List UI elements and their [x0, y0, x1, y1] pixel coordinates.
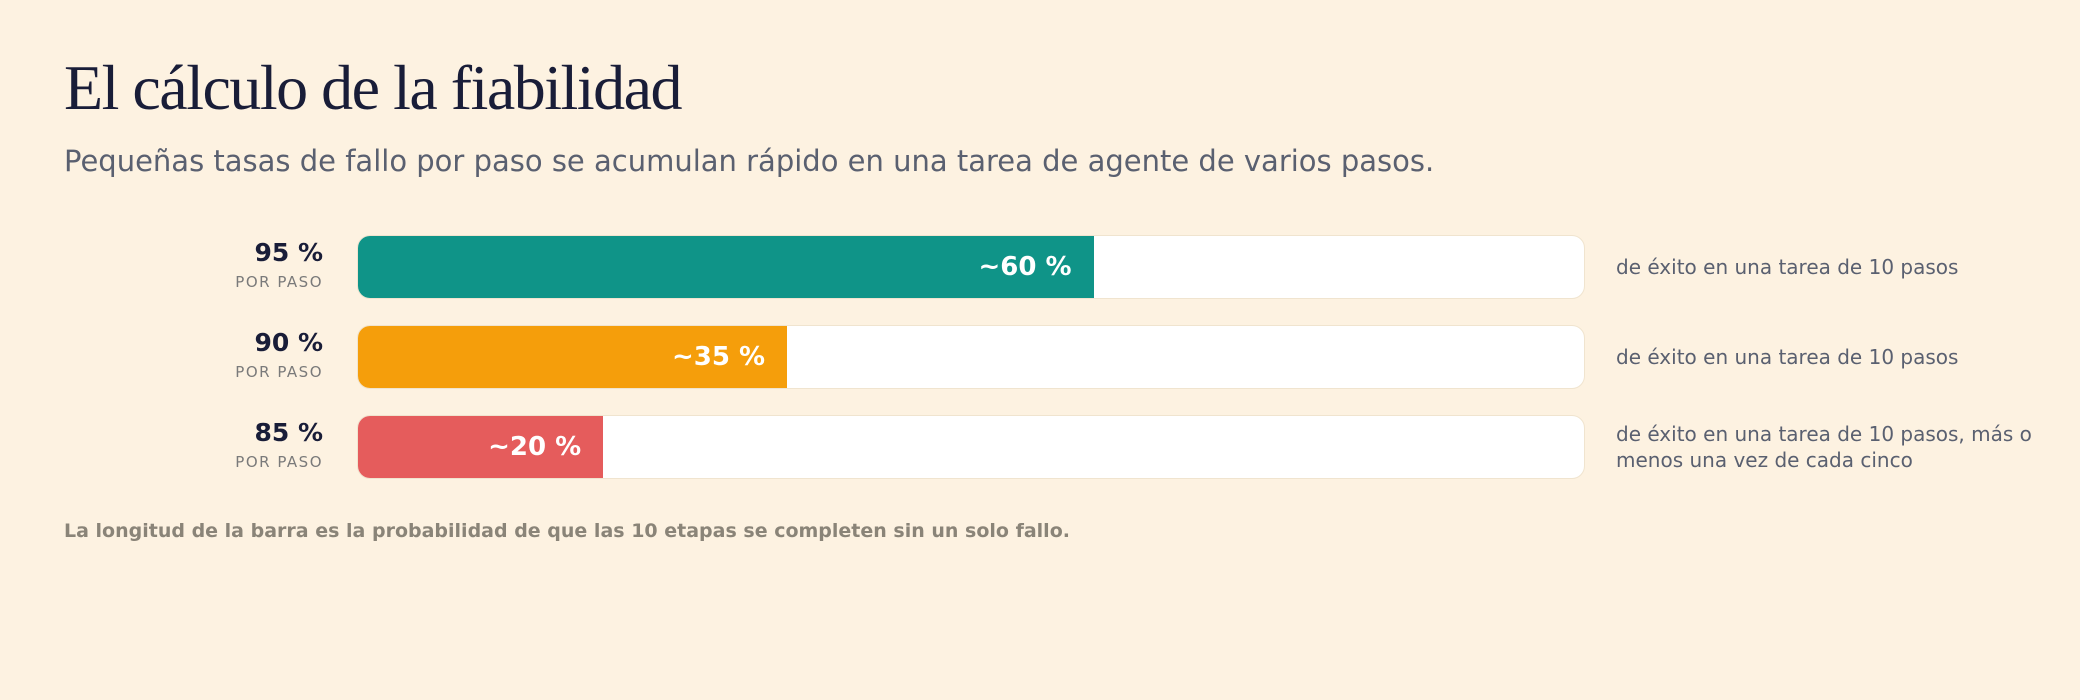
bar-track: ~60 % [357, 235, 1585, 299]
bar-note: de éxito en una tarea de 10 pasos [1616, 345, 1959, 369]
bar-fill: ~20 % [358, 416, 604, 478]
per-step-caption: POR PASO [235, 453, 323, 471]
bar-row: 95 % POR PASO ~60 % de éxito en una tare… [0, 235, 2080, 299]
bar-track: ~35 % [357, 325, 1585, 389]
bar-fill: ~60 % [358, 236, 1094, 298]
bar-row: 85 % POR PASO ~20 % de éxito en una tare… [0, 415, 2080, 479]
bar-value-label: ~60 % [978, 252, 1072, 282]
bar-row: 90 % POR PASO ~35 % de éxito en una tare… [0, 325, 2080, 389]
per-step-rate: 95 % [254, 238, 323, 267]
chart-title: El cálculo de la fiabilidad [64, 52, 683, 123]
chart-subtitle: Pequeñas tasas de fallo por paso se acum… [64, 144, 1435, 178]
bar-row-label: 90 % POR PASO [235, 328, 323, 382]
bar-row-label: 85 % POR PASO [235, 418, 323, 472]
chart-footnote: La longitud de la barra es la probabilid… [64, 520, 1070, 542]
bar-value-label: ~35 % [672, 342, 766, 372]
per-step-caption: POR PASO [235, 363, 323, 381]
bar-note: de éxito en una tarea de 10 pasos, más o… [1616, 422, 2032, 472]
per-step-rate: 90 % [254, 328, 323, 357]
bar-fill: ~35 % [358, 326, 788, 388]
bar-note: de éxito en una tarea de 10 pasos [1616, 255, 1959, 279]
bar-row-label: 95 % POR PASO [235, 238, 323, 292]
per-step-caption: POR PASO [235, 273, 323, 291]
bar-track: ~20 % [357, 415, 1585, 479]
per-step-rate: 85 % [254, 418, 323, 447]
bar-value-label: ~20 % [488, 432, 582, 462]
